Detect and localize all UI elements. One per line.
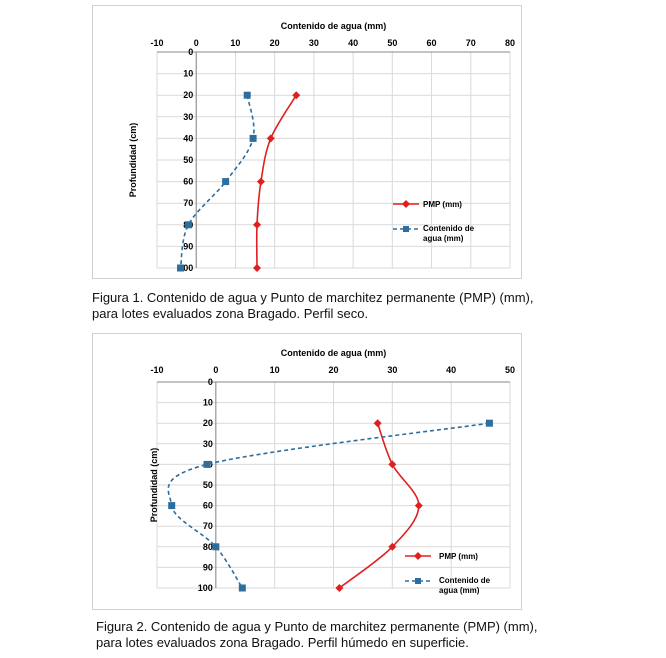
legend-label-pmp: PMP (mm) xyxy=(439,552,478,561)
figure-1-caption: Figura 1. Contenido de agua y Punto de m… xyxy=(92,290,592,322)
y-tick-label: 100 xyxy=(198,583,213,593)
y-tick-label: 0 xyxy=(188,47,193,57)
y-tick-label: 90 xyxy=(183,241,193,251)
legend-marker-contenido-agua xyxy=(415,578,421,584)
x-tick-label: 50 xyxy=(387,38,397,48)
data-point-pmp xyxy=(414,501,423,510)
y-tick-label: 0 xyxy=(208,377,213,387)
data-point-pmp xyxy=(292,91,301,100)
y-tick-label: 70 xyxy=(203,521,213,531)
legend-label-contenido-agua-1: Contenido de xyxy=(423,224,475,233)
y-axis-label: Profundidad (cm) xyxy=(128,123,138,198)
figure-2: Contenido de agua (mm) -10 0 10 20 30 40 50 0 10 2… xyxy=(92,333,522,610)
legend-label-contenido-agua-1: Contenido de xyxy=(439,576,491,585)
y-tick-label: 80 xyxy=(203,542,213,552)
figure-1-caption-line-2: para lotes evaluados zona Bragado. Perfi… xyxy=(92,306,369,321)
figure-1-caption-line-1: Figura 1. Contenido de agua y Punto de m… xyxy=(92,290,534,305)
data-point-contenido-agua xyxy=(203,460,211,468)
y-tick-label: 40 xyxy=(183,133,193,143)
data-point-pmp xyxy=(335,584,344,592)
y-axis-label: Profundidad (cm) xyxy=(149,448,159,523)
data-point-contenido-agua xyxy=(168,502,176,510)
x-tick-label: 10 xyxy=(230,38,240,48)
x-tick-label: 30 xyxy=(309,38,319,48)
data-point-contenido-agua xyxy=(212,543,220,551)
y-tick-label: 30 xyxy=(203,439,213,449)
x-tick-label: -10 xyxy=(150,38,163,48)
data-point-pmp xyxy=(266,134,275,143)
chart-2: Contenido de agua (mm) -10 0 10 20 30 40 50 0 10 2… xyxy=(149,348,515,595)
y-tick-label: 10 xyxy=(183,69,193,79)
x-tick-label: 10 xyxy=(270,365,280,375)
x-tick-label: 20 xyxy=(270,38,280,48)
legend-marker-pmp xyxy=(402,200,410,208)
figure-2-caption-line-2: para lotes evaluados zona Bragado. Perfi… xyxy=(96,635,469,650)
figure-2-caption-line-1: Figura 2. Contenido de agua y Punto de m… xyxy=(96,619,538,634)
data-point-contenido-agua xyxy=(184,221,192,229)
data-point-contenido-agua xyxy=(485,419,493,427)
legend-label-pmp: PMP (mm) xyxy=(423,200,462,209)
y-tick-label: 100 xyxy=(178,263,193,273)
data-point-contenido-agua xyxy=(243,91,251,99)
x-tick-label: 80 xyxy=(505,38,515,48)
y-tick-label: 60 xyxy=(203,501,213,511)
legend-label-contenido-agua-2: agua (mm) xyxy=(423,234,464,243)
data-point-contenido-agua xyxy=(249,134,257,142)
x-tick-label: 70 xyxy=(466,38,476,48)
data-point-pmp xyxy=(388,460,397,469)
data-point-pmp xyxy=(256,177,265,186)
chart-title: Contenido de agua (mm) xyxy=(281,348,387,358)
x-tick-label: 50 xyxy=(505,365,515,375)
x-tick-label: 60 xyxy=(427,38,437,48)
data-point-contenido-agua xyxy=(222,178,230,186)
figure-1: Contenido de agua (mm) -10 0 10 20 30 40 50 60 70… xyxy=(92,5,522,279)
x-tick-label: 40 xyxy=(348,38,358,48)
data-point-pmp xyxy=(388,542,397,551)
y-tick-label: 20 xyxy=(183,90,193,100)
x-tick-label: 30 xyxy=(387,365,397,375)
y-tick-label: 20 xyxy=(203,418,213,428)
data-point-contenido-agua xyxy=(177,264,185,272)
y-tick-label: 90 xyxy=(203,562,213,572)
y-tick-label: 30 xyxy=(183,112,193,122)
legend-label-contenido-agua-2: agua (mm) xyxy=(439,586,480,595)
chart-1: Contenido de agua (mm) -10 0 10 20 30 40 50 60 70… xyxy=(128,21,515,273)
data-point-pmp xyxy=(253,264,262,272)
y-tick-label: 60 xyxy=(183,177,193,187)
series-line-contenido-agua xyxy=(179,95,255,269)
y-tick-label: 50 xyxy=(183,155,193,165)
x-tick-label: 0 xyxy=(194,38,199,48)
data-point-pmp xyxy=(373,419,382,428)
y-tick-label: 50 xyxy=(203,480,213,490)
y-tick-label: 10 xyxy=(203,398,213,408)
x-tick-label: 40 xyxy=(446,365,456,375)
data-point-pmp xyxy=(253,220,262,229)
x-tick-label: 0 xyxy=(213,365,218,375)
y-tick-label: 70 xyxy=(183,198,193,208)
figure-2-caption: Figura 2. Contenido de agua y Punto de m… xyxy=(96,619,616,651)
x-tick-label: 20 xyxy=(328,365,338,375)
data-point-contenido-agua xyxy=(238,584,246,592)
legend-marker-contenido-agua xyxy=(403,226,409,232)
x-tick-label: -10 xyxy=(150,365,163,375)
chart-title: Contenido de agua (mm) xyxy=(281,21,387,31)
legend-marker-pmp xyxy=(414,552,422,560)
